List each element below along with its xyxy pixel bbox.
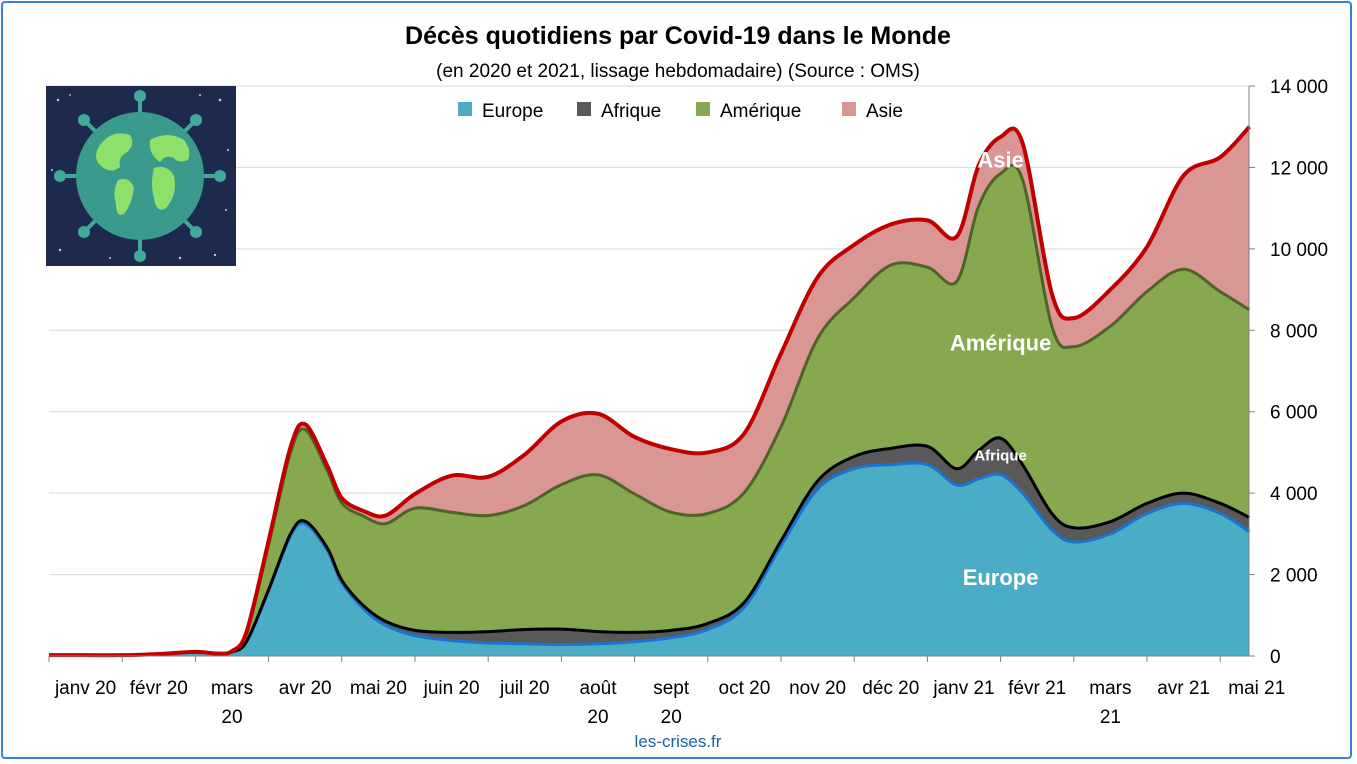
- legend-label-europe: Europe: [482, 101, 543, 122]
- chart-subtitle: (en 2020 et 2021, lissage hebdomadaire) …: [436, 61, 920, 82]
- legend-label-amerique: Amérique: [720, 101, 801, 122]
- chart-title: Décès quotidiens par Covid-19 dans le Mo…: [405, 22, 951, 50]
- annotation-label: Afrique: [974, 448, 1027, 465]
- x-tick-label: 20: [661, 707, 682, 728]
- x-tick-label: janv 20: [54, 678, 116, 699]
- legend: Europe Afrique Amérique Asie: [458, 101, 903, 122]
- series-lines: [49, 125, 1251, 658]
- plot-areas: [49, 126, 1250, 656]
- area-asie: [49, 126, 1250, 656]
- x-tick-label: août: [580, 678, 618, 699]
- x-tick-label: sept: [653, 678, 690, 699]
- y-tick-label: 12 000: [1270, 158, 1328, 179]
- legend-label-asie: Asie: [866, 101, 903, 122]
- legend-swatch-asie: [842, 102, 856, 116]
- x-tick-label: nov 20: [789, 678, 846, 699]
- x-tick-label: déc 20: [862, 678, 919, 699]
- annotation-label: Europe: [963, 565, 1039, 590]
- y-tick-label: 2 000: [1270, 566, 1318, 587]
- y-axis-ticks: 0 2 000 4 000 6 000 8 000 10 000 12 000 14 000: [1270, 77, 1328, 668]
- area-amerique: [49, 165, 1250, 656]
- y-tick-label: 0: [1270, 647, 1281, 668]
- legend-swatch-europe: [458, 102, 472, 116]
- legend-label-afrique: Afrique: [601, 101, 661, 122]
- source-credit: les-crises.fr: [635, 732, 722, 751]
- x-tick-label: mai 20: [350, 678, 407, 699]
- line-asie: [49, 125, 1251, 658]
- y-tick-label: 6 000: [1270, 403, 1318, 424]
- x-tick-label: avr 20: [279, 678, 332, 699]
- annotation-label: Amérique: [950, 331, 1051, 356]
- x-tick-label: mai 21: [1228, 678, 1285, 699]
- x-tick-label: févr 21: [1008, 678, 1066, 699]
- legend-swatch-afrique: [577, 102, 591, 116]
- x-tick-label: mars: [1089, 678, 1131, 699]
- annotation-label: Asie: [977, 147, 1023, 172]
- x-axis-ticks: janv 20 févr 20 mars 20 avr 20 mai 20 juin 20 j…: [54, 678, 1285, 728]
- y-tick-label: 8 000: [1270, 321, 1318, 342]
- x-tick-label: oct 20: [719, 678, 771, 699]
- x-tick-label: juil 20: [499, 678, 550, 699]
- legend-swatch-amerique: [696, 102, 710, 116]
- x-tick-label: 20: [221, 707, 242, 728]
- x-tick-label: 20: [587, 707, 608, 728]
- y-tick-label: 10 000: [1270, 240, 1328, 261]
- globe-virus-illustration: [46, 86, 236, 266]
- axes: [48, 85, 1255, 662]
- area-europe: [49, 462, 1250, 656]
- x-tick-label: févr 20: [130, 678, 188, 699]
- x-tick-label: mars: [211, 678, 253, 699]
- x-tick-label: avr 21: [1157, 678, 1210, 699]
- y-tick-label: 14 000: [1270, 77, 1328, 98]
- area-annotations: Asie Amérique Afrique Europe: [950, 147, 1051, 589]
- x-tick-label: 21: [1100, 707, 1121, 728]
- x-tick-label: juin 20: [423, 678, 480, 699]
- y-tick-label: 4 000: [1270, 484, 1318, 505]
- x-tick-label: janv 21: [932, 678, 994, 699]
- line-afrique: [49, 436, 1251, 657]
